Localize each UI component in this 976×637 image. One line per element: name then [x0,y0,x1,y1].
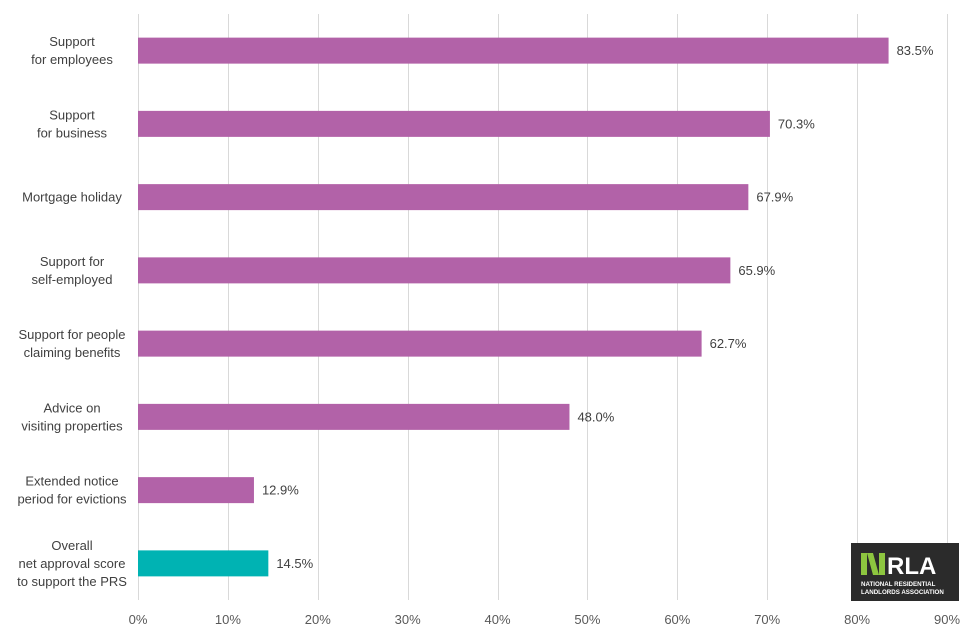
x-tick-label: 60% [664,612,690,627]
x-tick-label: 30% [395,612,421,627]
category-label: Support for self-employed [32,254,113,287]
category-label: Mortgage holiday [22,190,122,205]
data-label: 65.9% [738,263,775,278]
category-label-line: Overall [51,538,92,553]
logo-main-text: RLA [887,553,936,580]
x-tick-label: 90% [934,612,960,627]
category-label: Advice on visiting properties [21,400,123,433]
logo-accent-bar-left [861,553,867,575]
data-label: 14.5% [276,556,313,571]
category-label-line: to support the PRS [17,574,127,589]
category-label: Overall net approval score to support the … [17,538,127,589]
x-axis-ticks: 0% 10% 20% 30% 40% 50% 60% 70% 80% 90% [129,612,961,627]
category-label-line: visiting properties [21,418,123,433]
category-label-line: Support [49,34,95,49]
logo-background [851,543,959,601]
category-label: Support for business [37,107,108,140]
bars [138,37,889,577]
category-label-line: claiming benefits [24,345,121,360]
bar [138,257,731,284]
logo-accent-diagonal [867,553,879,575]
x-tick-label: 0% [129,612,148,627]
category-label-line: self-employed [32,272,113,287]
category-label-line: Support [49,107,95,122]
x-tick-label: 40% [485,612,511,627]
category-label: Extended notice period for evictions [17,474,127,507]
value-labels: 83.5% 70.3% 67.9% 65.9% 62.7% 48.0% 12.9% 14.5% [262,43,934,571]
x-tick-label: 80% [844,612,870,627]
logo-subtitle-line-2: LANDLORDS ASSOCIATION [861,589,944,596]
bar [138,330,702,357]
category-labels: Support for employees Support for business M… [17,34,127,589]
category-label-line: Support for [40,254,105,269]
category-label-line: for business [37,125,108,140]
category-label: Support for people claiming benefits [19,327,126,360]
data-label: 70.3% [778,116,815,131]
bar [138,403,570,430]
category-label-line: for employees [31,52,113,67]
x-tick-label: 10% [215,612,241,627]
nrla-logo: RLA NATIONAL RESIDENTIAL LANDLORDS ASSOC… [851,543,959,601]
bar [138,550,269,577]
bar [138,477,254,504]
category-label-line: Extended notice [25,474,118,489]
data-label: 12.9% [262,483,299,498]
bar [138,37,889,64]
data-label: 48.0% [577,409,614,424]
category-label-line: period for evictions [17,492,127,507]
bar [138,110,770,137]
category-label-line: Support for people [19,327,126,342]
data-label: 62.7% [710,336,747,351]
bar [138,184,749,211]
data-label: 67.9% [756,190,793,205]
logo-subtitle-line-1: NATIONAL RESIDENTIAL [861,581,936,588]
logo-accent-bar-right [879,553,885,575]
x-tick-label: 20% [305,612,331,627]
category-label-line: Advice on [43,400,100,415]
category-label-line: net approval score [19,556,126,571]
grid [138,14,948,600]
x-tick-label: 50% [574,612,600,627]
data-label: 83.5% [897,43,934,58]
category-label: Support for employees [31,34,113,67]
category-label-line: Mortgage holiday [22,190,122,205]
x-tick-label: 70% [754,612,780,627]
